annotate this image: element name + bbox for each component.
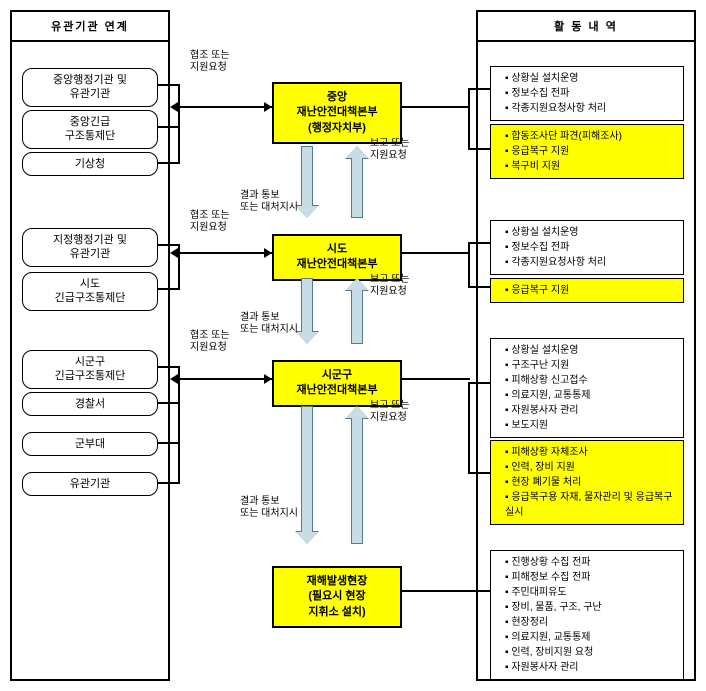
lbl-coop-1: 협조 또는지원요청 [190, 50, 230, 74]
act-1-white: 상황실 설치운영정보수집 전파각종지원요청사항 처리 [490, 66, 684, 121]
lbl-result-3: 결과 통보또는 대처지시 [240, 496, 298, 520]
org-central-rescue: 중앙긴급구조통제단 [22, 110, 158, 149]
lbl-report-1: 보고 또는지원요청 [370, 138, 410, 162]
act-3-white: 상황실 설치운영구조구난 지원피해상황 신고접수의료지원, 교통통제자원봉사자 … [490, 338, 684, 438]
org-related: 유관기관 [22, 472, 158, 496]
lbl-result-1: 결과 통보또는 대처지시 [240, 190, 298, 214]
org-police: 경찰서 [22, 392, 158, 416]
act-2-white: 상황실 설치운영정보수집 전파각종지원요청사항 처리 [490, 220, 684, 275]
lbl-coop-2: 협조 또는지원요청 [190, 210, 230, 234]
org-sido-rescue: 시도긴급구조통제단 [22, 272, 158, 311]
act-2-yellow: 응급복구 지원 [490, 278, 684, 303]
act-1-yellow: 합동조사단 파견(피해조사)응급복구 지원복구비 지원 [490, 124, 684, 179]
org-kma: 기상청 [22, 152, 158, 176]
center-site: 재해발생현장(필요시 현장지휘소 설치) [272, 566, 402, 628]
lbl-report-3: 보고 또는지원요청 [370, 400, 410, 424]
org-central-admin: 중앙행정기관 및유관기관 [22, 68, 158, 107]
lbl-result-2: 결과 통보또는 대처지시 [240, 312, 298, 336]
org-designated-admin: 지정행정기관 및유관기관 [22, 228, 158, 267]
org-military: 군부대 [22, 432, 158, 456]
center-hq-national: 중앙재난안전대책본부(행정자치부) [272, 82, 402, 144]
lbl-report-2: 보고 또는지원요청 [370, 274, 410, 298]
act-3-yellow: 피해상황 자체조사인력, 장비 지원현장 폐기물 처리응급복구용 자재, 물자관… [490, 440, 684, 525]
org-sigungu-rescue: 시군구긴급구조통제단 [22, 350, 158, 389]
act-4-white: 진행상황 수집 전파피해정보 수집 전파주민대피유도장비, 물품, 구조, 구난… [490, 550, 684, 680]
lbl-coop-3: 협조 또는지원요청 [190, 330, 230, 354]
